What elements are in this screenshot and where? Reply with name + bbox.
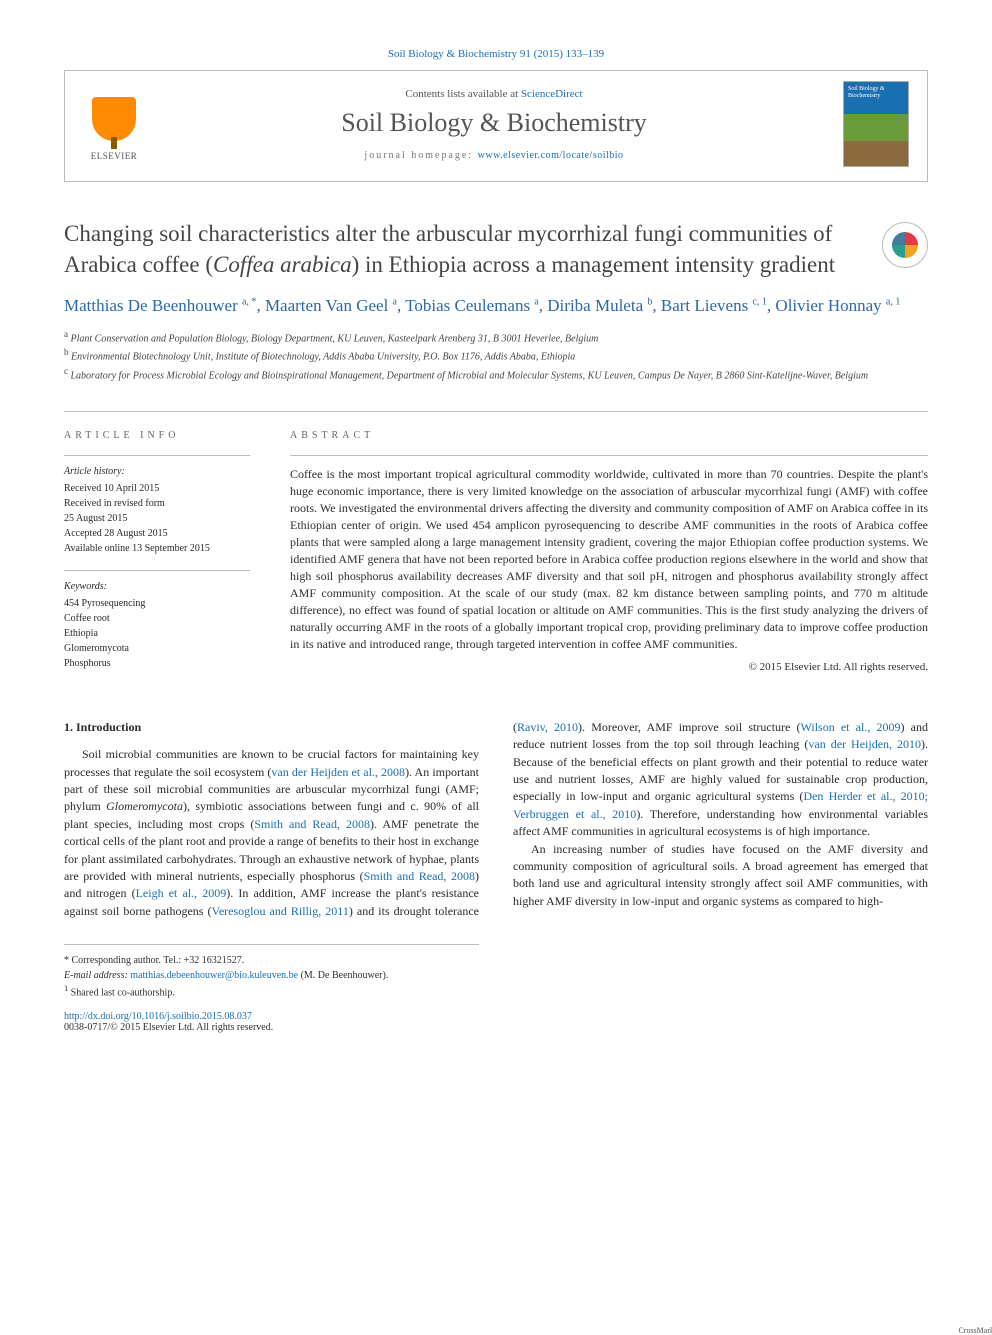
journal-homepage-link[interactable]: www.elsevier.com/locate/soilbio xyxy=(478,150,624,161)
title-species: Coffea arabica xyxy=(213,252,352,277)
author-affil-mark: c, 1 xyxy=(752,296,766,307)
ref-link[interactable]: Raviv, 2010 xyxy=(517,720,578,734)
affiliations: a Plant Conservation and Population Biol… xyxy=(64,328,928,383)
abstract-label: ABSTRACT xyxy=(290,430,928,441)
history-line: Received in revised form xyxy=(64,496,250,511)
article-info-column: ARTICLE INFO Article history: Received 1… xyxy=(64,430,250,685)
author-affil-mark: a xyxy=(534,296,538,307)
author-list: Matthias De Beenhouwer a, *, Maarten Van… xyxy=(64,294,928,318)
author-affil-mark: b xyxy=(647,296,652,307)
journal-homepage-line: journal homepage: www.elsevier.com/locat… xyxy=(161,150,827,161)
crossmark-badge[interactable]: CrossMark xyxy=(882,218,928,268)
corresponding-author: * Corresponding author. Tel.: +32 163215… xyxy=(64,953,479,968)
cover-title: Soil Biology & Biochemistry xyxy=(848,86,904,99)
ref-link[interactable]: van der Heijden et al., 2008 xyxy=(271,765,405,779)
ref-link[interactable]: van der Heijden, 2010 xyxy=(808,737,921,751)
keyword: Coffee root xyxy=(64,611,250,626)
author: Tobias Ceulemans xyxy=(405,296,530,315)
intro-p2-d: ). Moreover, AMF improve soil structure … xyxy=(578,720,800,734)
author-affil-mark: a, * xyxy=(242,296,256,307)
journal-cover-thumbnail: Soil Biology & Biochemistry xyxy=(843,81,909,167)
email-line: E-mail address: matthias.debeenhouwer@bi… xyxy=(64,968,479,983)
body-two-column: 1. Introduction Soil microbial communiti… xyxy=(64,719,928,920)
journal-header: ELSEVIER Contents lists available at Sci… xyxy=(64,70,928,182)
ref-link[interactable]: Wilson et al., 2009 xyxy=(801,720,901,734)
abstract-copyright: © 2015 Elsevier Ltd. All rights reserved… xyxy=(290,661,928,673)
keywords-block: Keywords: 454 PyrosequencingCoffee rootE… xyxy=(64,570,250,671)
abstract-column: ABSTRACT Coffee is the most important tr… xyxy=(290,430,928,685)
history-line: Accepted 28 August 2015 xyxy=(64,526,250,541)
history-line: 25 August 2015 xyxy=(64,511,250,526)
crossmark-label: CrossMark xyxy=(958,1326,992,1335)
affiliation-line: c Laboratory for Process Microbial Ecolo… xyxy=(64,365,928,383)
shared-text: Shared last co-authorship. xyxy=(71,988,175,999)
keyword: Glomeromycota xyxy=(64,641,250,656)
intro-p1-ital: Glomeromycota xyxy=(106,799,183,813)
author: Olivier Honnay xyxy=(775,296,881,315)
footnotes: * Corresponding author. Tel.: +32 163215… xyxy=(64,944,479,1000)
homepage-prefix: journal homepage: xyxy=(364,150,477,161)
ref-link[interactable]: and Read, 2008 xyxy=(397,869,475,883)
affiliation-line: b Environmental Biotechnology Unit, Inst… xyxy=(64,346,928,364)
publisher-brand: ELSEVIER xyxy=(91,151,138,161)
citation-line: Soil Biology & Biochemistry 91 (2015) 13… xyxy=(64,48,928,60)
shared-mark: 1 xyxy=(64,984,68,993)
contents-prefix: Contents lists available at xyxy=(405,88,520,100)
keyword: 454 Pyrosequencing xyxy=(64,596,250,611)
shared-coauthor-note: 1 Shared last co-authorship. xyxy=(64,983,479,1000)
issn-copyright: 0038-0717/© 2015 Elsevier Ltd. All right… xyxy=(64,1022,928,1033)
crossmark-icon xyxy=(882,222,928,268)
sciencedirect-link[interactable]: ScienceDirect xyxy=(521,88,583,100)
abstract-text: Coffee is the most important tropical ag… xyxy=(290,455,928,653)
author: Maarten Van Geel xyxy=(265,296,388,315)
title-text-post: ) in Ethiopia across a management intens… xyxy=(352,252,836,277)
author: Diriba Muleta xyxy=(547,296,643,315)
author-affil-mark: a, 1 xyxy=(886,296,900,307)
keyword: Phosphorus xyxy=(64,656,250,671)
email-attribution: (M. De Beenhouwer). xyxy=(301,970,389,981)
intro-paragraph-2: An increasing number of studies have foc… xyxy=(513,841,928,911)
email-link[interactable]: matthias.debeenhouwer@bio.kuleuven.be xyxy=(130,970,298,981)
history-header: Article history: xyxy=(64,464,250,479)
history-line: Received 10 April 2015 xyxy=(64,481,250,496)
keywords-header: Keywords: xyxy=(64,579,250,594)
ref-link[interactable]: Smith and Read, 2008 xyxy=(254,817,370,831)
ref-link[interactable]: Smith xyxy=(364,869,393,883)
keyword: Ethiopia xyxy=(64,626,250,641)
contents-available-line: Contents lists available at ScienceDirec… xyxy=(161,88,827,100)
ref-link[interactable]: Veresoglou and Rillig, 2011 xyxy=(212,904,349,918)
article-title: Changing soil characteristics alter the … xyxy=(64,218,864,280)
author: Bart Lievens xyxy=(661,296,748,315)
journal-name: Soil Biology & Biochemistry xyxy=(161,108,827,138)
doi-link[interactable]: http://dx.doi.org/10.1016/j.soilbio.2015… xyxy=(64,1011,252,1022)
ref-link[interactable]: Leigh et al., 2009 xyxy=(136,886,227,900)
article-info-label: ARTICLE INFO xyxy=(64,430,250,441)
elsevier-logo: ELSEVIER xyxy=(83,87,145,161)
email-label: E-mail address: xyxy=(64,970,128,981)
history-line: Available online 13 September 2015 xyxy=(64,541,250,556)
section-heading-intro: 1. Introduction xyxy=(64,719,479,736)
article-history: Article history: Received 10 April 2015R… xyxy=(64,455,250,556)
author-affil-mark: a xyxy=(393,296,397,307)
author: Matthias De Beenhouwer xyxy=(64,296,238,315)
doi-line: http://dx.doi.org/10.1016/j.soilbio.2015… xyxy=(64,1011,928,1022)
affiliation-line: a Plant Conservation and Population Biol… xyxy=(64,328,928,346)
